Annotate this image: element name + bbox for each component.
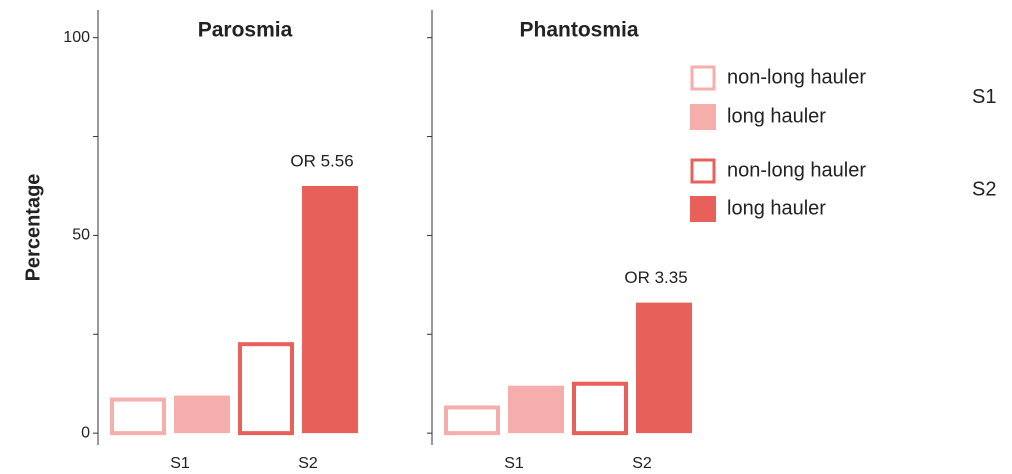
legend-label: non-long hauler — [727, 159, 866, 181]
panel-title: Parosmia — [198, 19, 293, 42]
legend-swatch — [690, 104, 716, 130]
bar — [174, 395, 230, 434]
bar — [238, 342, 294, 436]
legend-swatch — [690, 196, 716, 222]
y-tick-label: 0 — [81, 424, 90, 441]
bar — [302, 185, 358, 434]
bar — [110, 397, 166, 436]
bar — [444, 405, 500, 436]
x-tick-label: S2 — [632, 455, 652, 472]
x-tick-label: S1 — [504, 455, 524, 472]
annotation: OR 3.35 — [624, 268, 687, 287]
legend-swatch — [690, 65, 716, 91]
bar — [572, 381, 628, 436]
annotation: OR 5.56 — [290, 151, 353, 170]
legend-swatch — [690, 158, 716, 184]
bar — [636, 302, 692, 434]
panel-title: Phantosmia — [519, 19, 638, 42]
y-tick-label: 100 — [63, 29, 90, 46]
x-tick-label: S2 — [298, 455, 318, 472]
y-axis-label: Percentage — [22, 174, 44, 282]
bar — [508, 385, 564, 434]
y-tick-label: 50 — [72, 227, 90, 244]
legend-label: long hauler — [727, 197, 826, 219]
x-tick-label: S1 — [170, 455, 190, 472]
legend-group-label: S2 — [972, 178, 996, 200]
legend-group-label: S1 — [972, 86, 996, 108]
legend-label: non-long hauler — [727, 66, 866, 88]
legend-label: long hauler — [727, 105, 826, 127]
